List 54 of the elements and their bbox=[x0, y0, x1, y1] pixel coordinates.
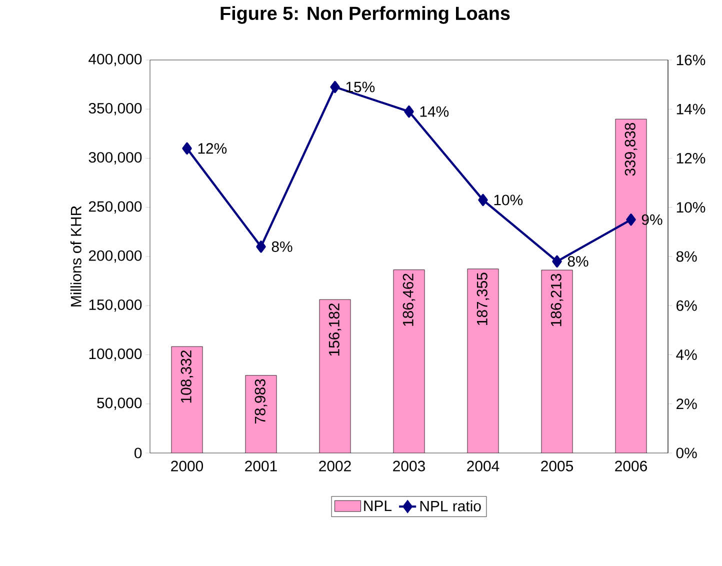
y2-tick-label: 16% bbox=[676, 54, 706, 66]
y-tick-label: 0 bbox=[134, 448, 142, 458]
y2-tick-label: 10% bbox=[676, 202, 706, 213]
point bbox=[552, 255, 562, 268]
point bbox=[256, 240, 266, 253]
y-tick-label: 100,000 bbox=[89, 348, 142, 361]
bar bbox=[171, 346, 203, 453]
bar bbox=[319, 299, 351, 453]
x-tick-label: 2006 bbox=[615, 460, 647, 472]
x-tick-label: 2003 bbox=[393, 460, 425, 472]
bar bbox=[393, 270, 425, 453]
data-label: 8% bbox=[568, 256, 588, 267]
y2-tick-label: 14% bbox=[676, 104, 706, 114]
x-tick-label: 2004 bbox=[467, 460, 500, 472]
data-label: 186,213 bbox=[550, 274, 564, 326]
y2-tick-label: 6% bbox=[676, 300, 697, 311]
data-label: 15% bbox=[346, 82, 375, 92]
point bbox=[404, 105, 414, 118]
y2-tick-label: 12% bbox=[676, 152, 706, 164]
y-tick-label: 400,000 bbox=[88, 54, 142, 66]
x-tick-label: 2002 bbox=[319, 460, 351, 472]
data-label: 108,332 bbox=[180, 350, 194, 403]
y-tick-label: 300,000 bbox=[88, 152, 142, 164]
data-label: 12% bbox=[198, 143, 227, 154]
data-label: 186,462 bbox=[402, 274, 416, 326]
point bbox=[626, 214, 636, 226]
data-label: 14% bbox=[420, 106, 449, 117]
data-label: 187,355 bbox=[476, 272, 490, 325]
data-label: 156,182 bbox=[328, 304, 342, 356]
point bbox=[330, 80, 340, 94]
bar bbox=[541, 270, 573, 453]
legend-label: NPL ratio bbox=[420, 500, 481, 512]
y-tick-label: 50,000 bbox=[97, 398, 142, 410]
data-label: 339,838 bbox=[624, 122, 638, 176]
y-tick-label: 200,000 bbox=[88, 250, 142, 263]
bar bbox=[467, 268, 499, 453]
data-label: 10% bbox=[494, 194, 523, 206]
y2-tick-label: 4% bbox=[676, 350, 697, 360]
data-label: 78,983 bbox=[254, 379, 268, 424]
y2-tick-label: 8% bbox=[676, 251, 697, 262]
y-axis-title: Millions of KHR bbox=[70, 206, 82, 306]
y2-tick-label: 0% bbox=[676, 448, 697, 458]
x-tick-label: 2001 bbox=[245, 460, 277, 472]
y-tick-label: 350,000 bbox=[88, 102, 142, 116]
chart-title: Figure 5: Non Performing Loans bbox=[220, 6, 510, 24]
y-tick-label: 150,000 bbox=[89, 299, 142, 312]
x-tick-label: 2000 bbox=[171, 460, 204, 472]
x-tick-label: 2005 bbox=[541, 460, 573, 472]
point bbox=[478, 194, 488, 206]
point bbox=[182, 142, 192, 155]
y-tick-label: 250,000 bbox=[88, 201, 142, 214]
y2-tick-label: 2% bbox=[676, 398, 697, 410]
data-label: 8% bbox=[272, 241, 292, 252]
legend-label: NPL bbox=[364, 500, 392, 511]
